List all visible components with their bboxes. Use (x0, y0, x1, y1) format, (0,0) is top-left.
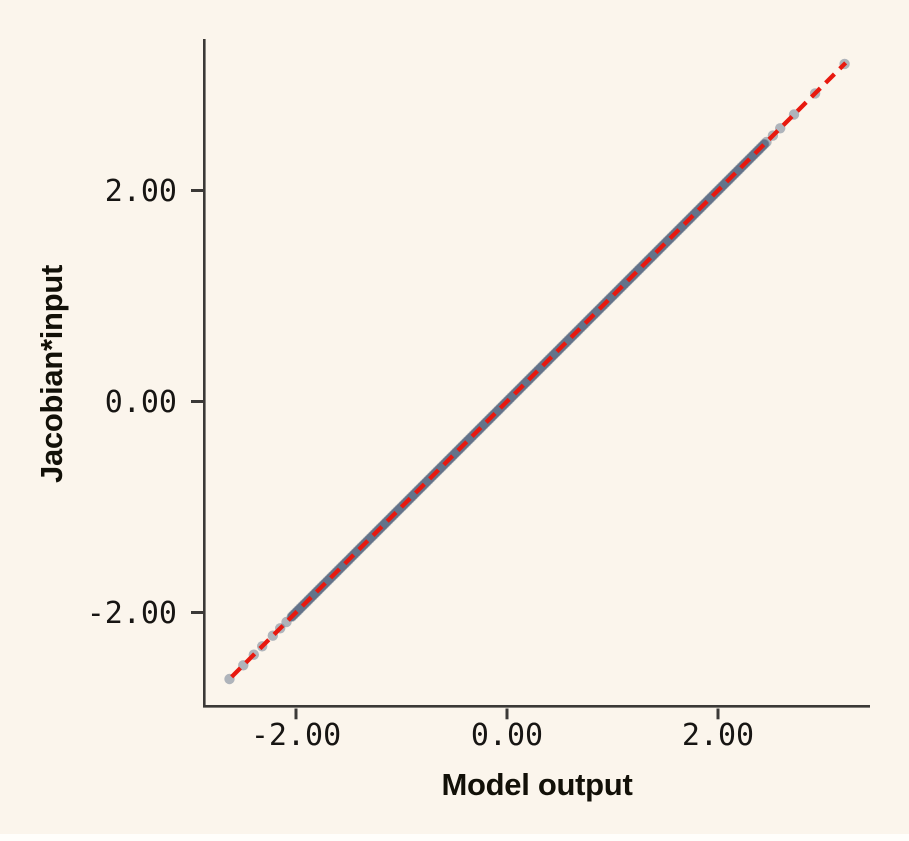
x-axis-label: Model output (442, 767, 633, 802)
axes-spines (203, 39, 870, 708)
y-tick-label: 2.00 (105, 174, 177, 209)
x-tick-label: 0.00 (471, 718, 543, 753)
y-tick-label: 0.00 (105, 385, 177, 420)
identity-line-dashed (230, 61, 848, 679)
axis-ticks (191, 189, 720, 720)
x-tick-label: -2.00 (251, 718, 341, 753)
y-tick-label: -2.00 (87, 596, 177, 631)
bottom-edge-strip (0, 834, 909, 841)
axis-tick-labels: -2.00 0.00 2.00 2.00 0.00 -2.00 (87, 174, 754, 753)
x-tick-label: 2.00 (682, 718, 754, 753)
identity-reference-line (230, 61, 848, 679)
y-axis-label: Jacobian*input (34, 265, 69, 483)
